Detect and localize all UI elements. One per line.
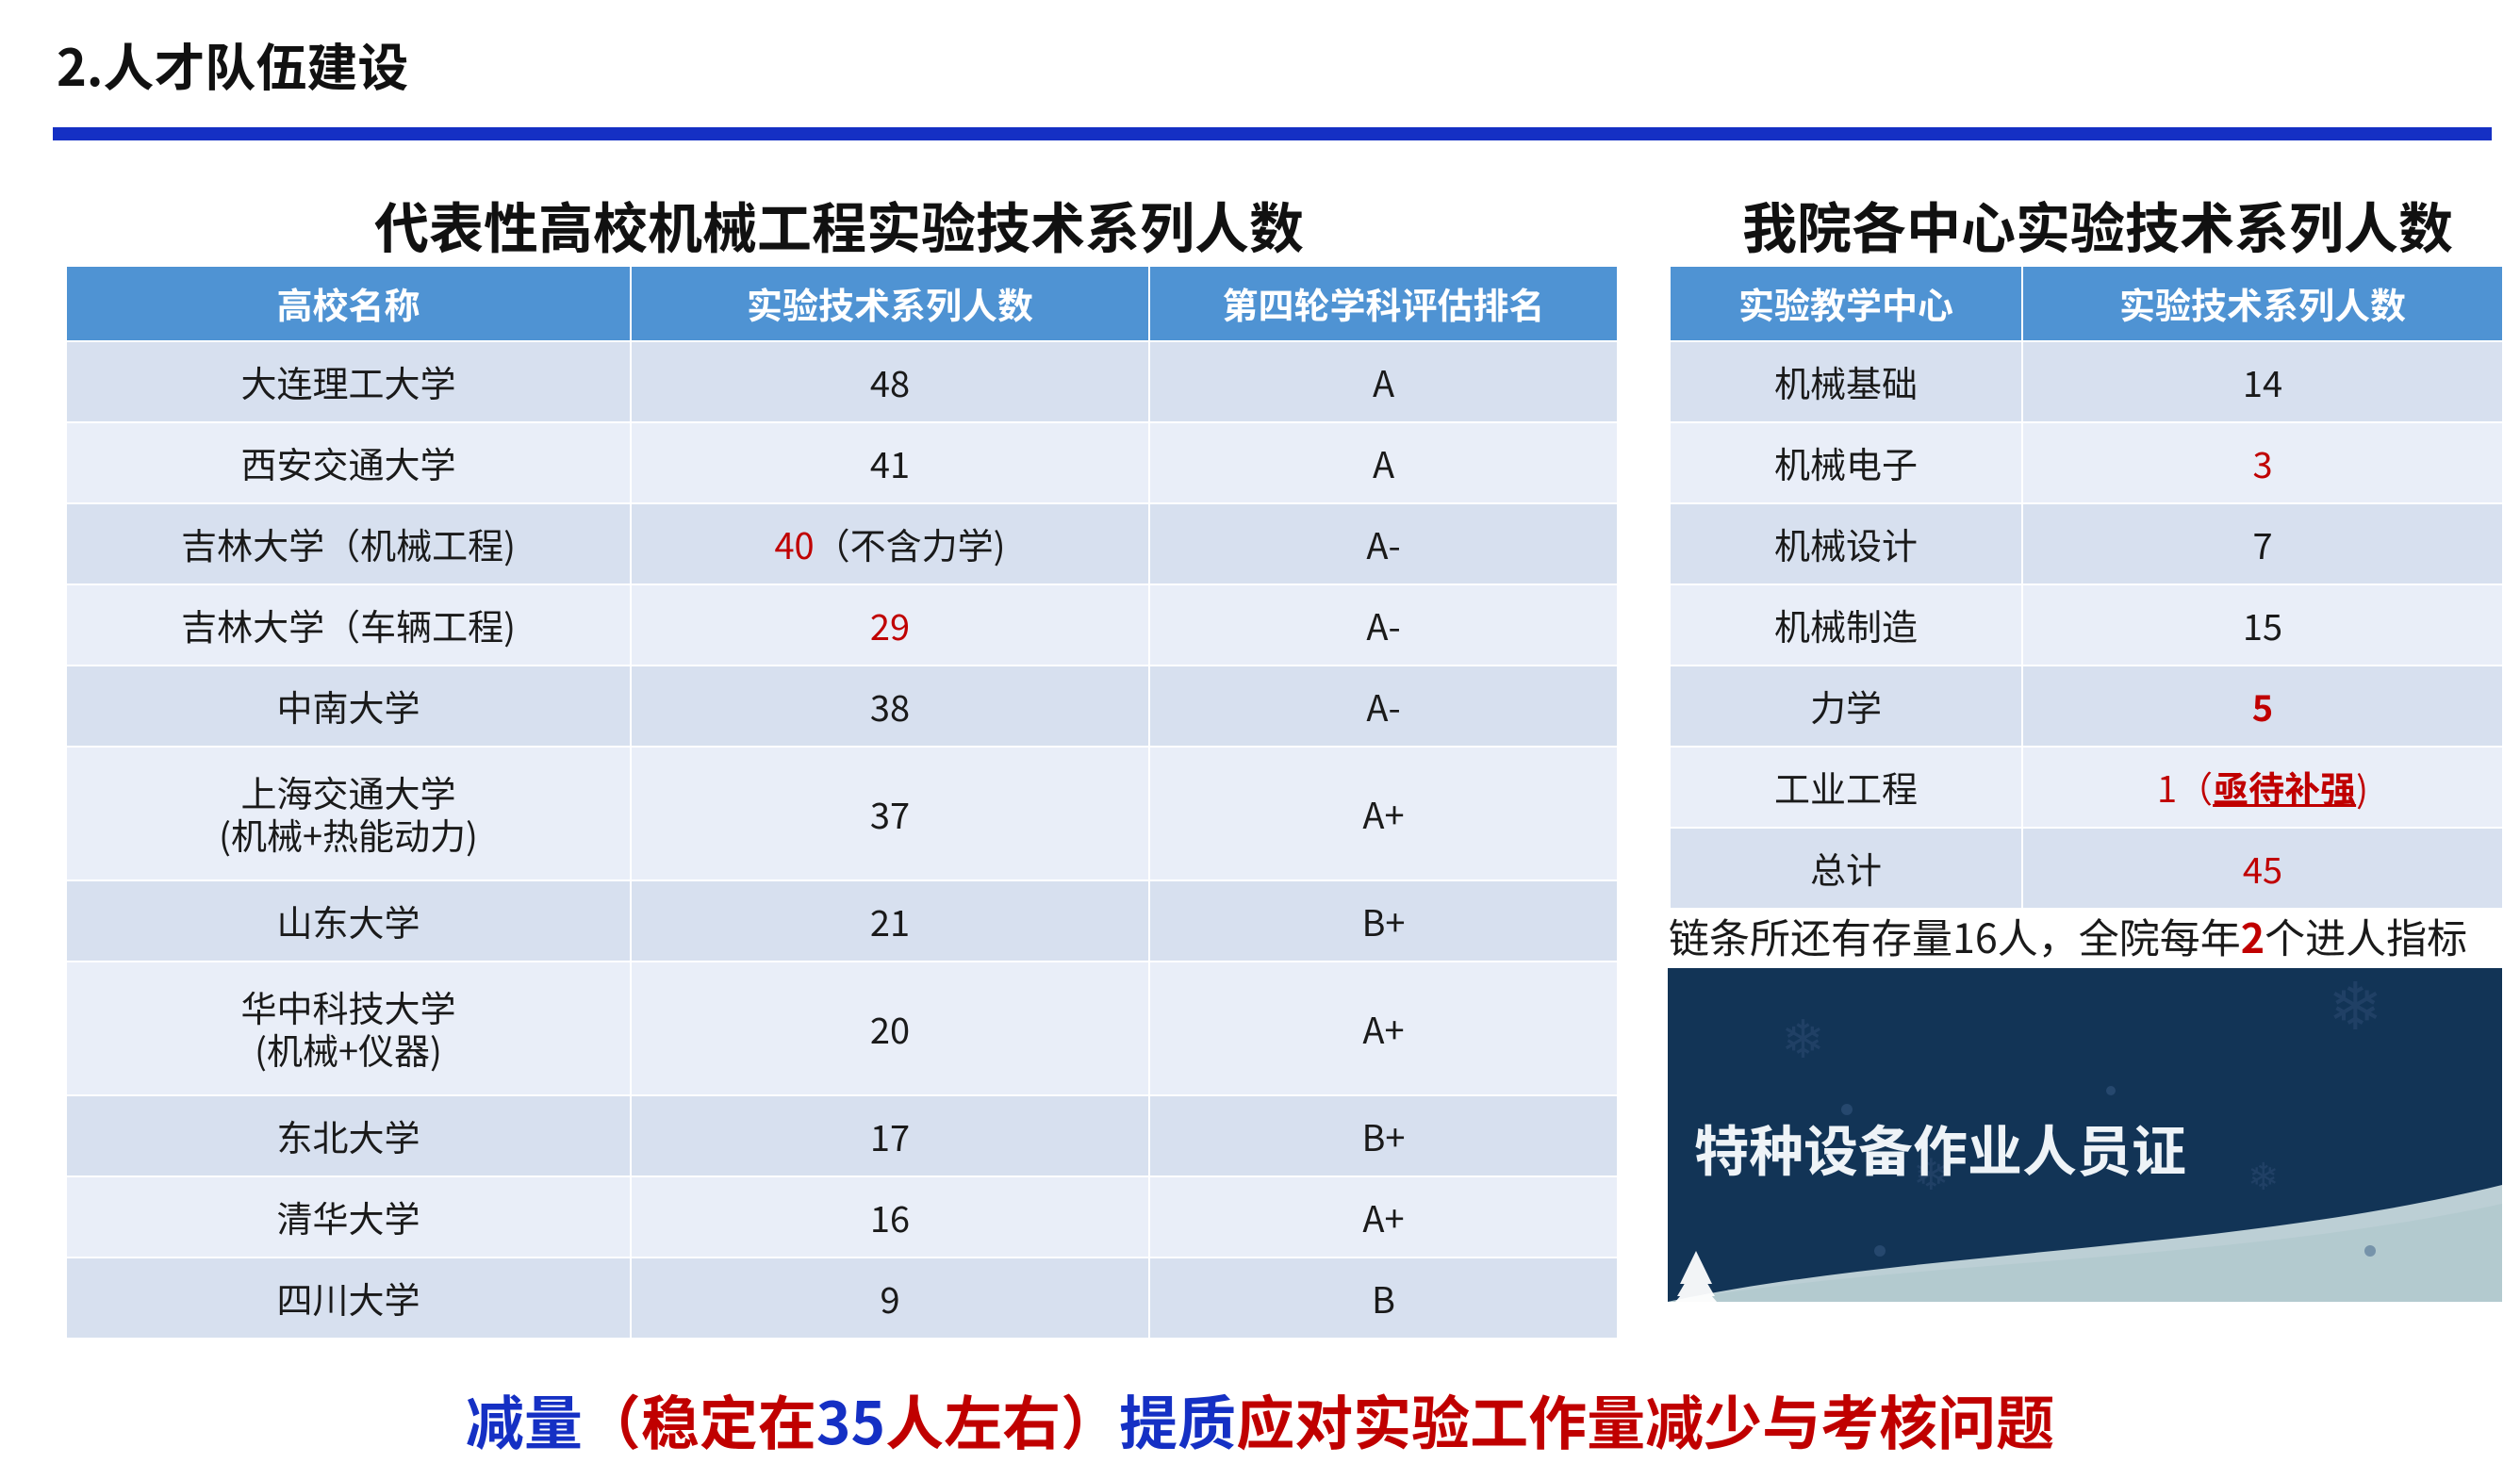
svg-text:❄: ❄: [2328, 970, 2383, 1044]
svg-text:❄: ❄: [1781, 1010, 1825, 1069]
svg-text:❄: ❄: [2248, 1157, 2280, 1198]
